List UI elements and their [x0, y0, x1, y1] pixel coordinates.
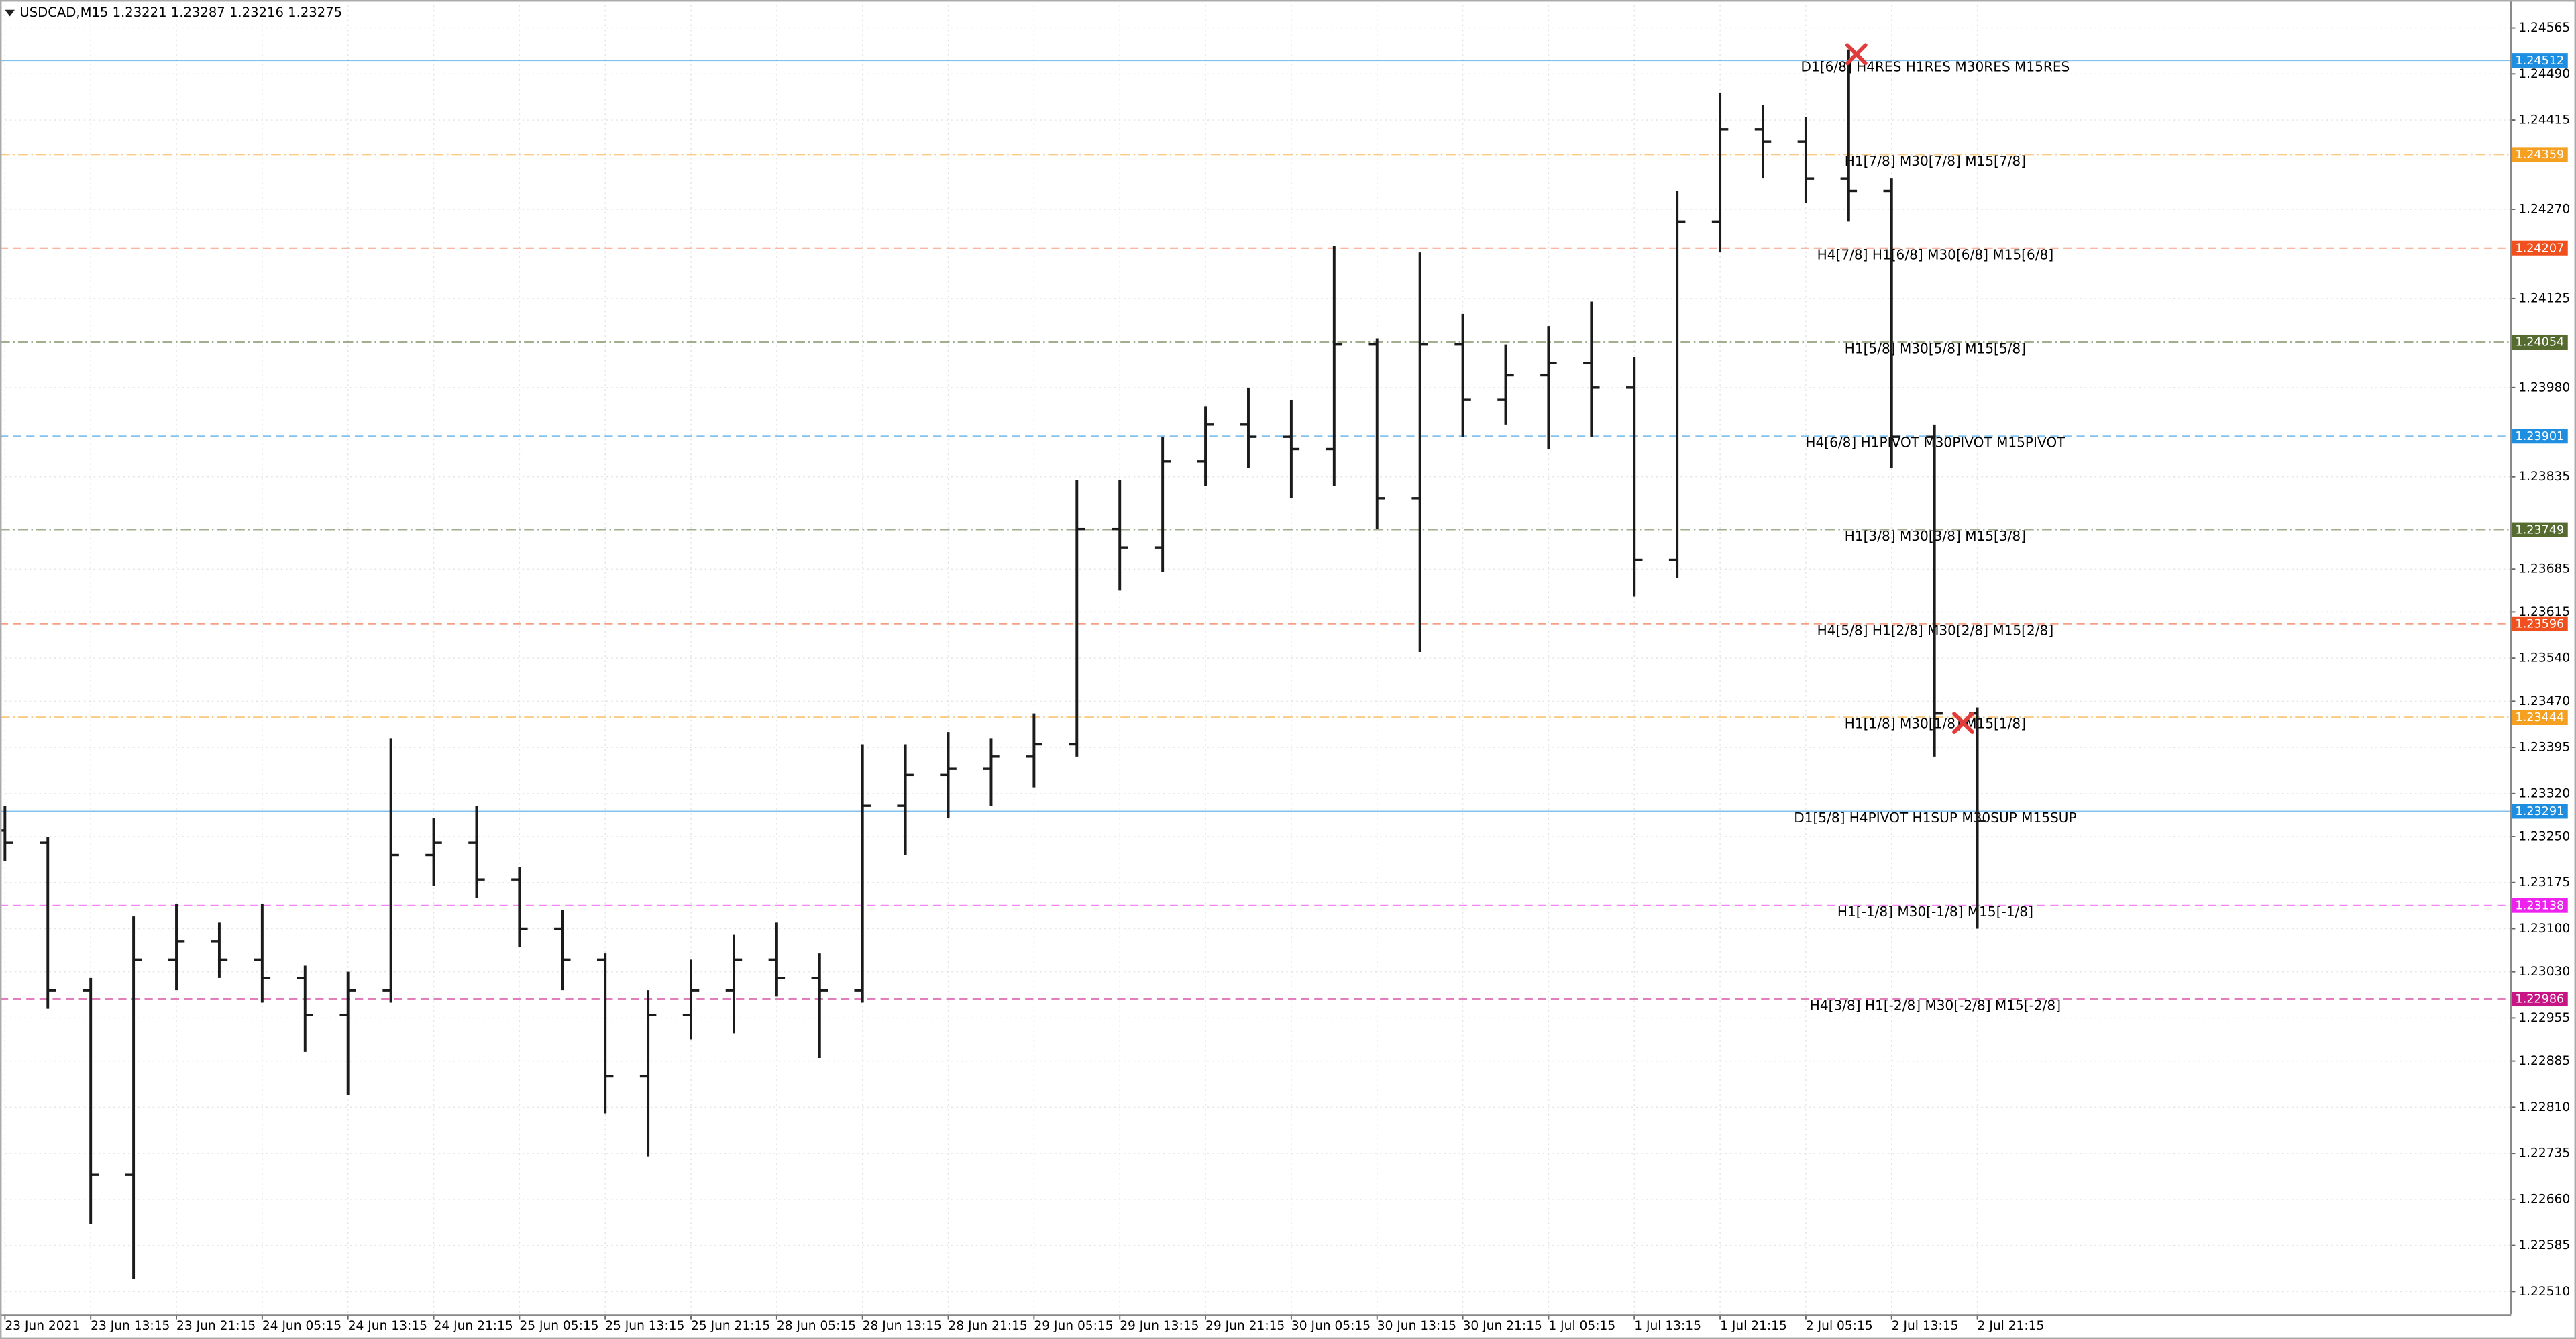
x-tick-label: 1 Jul 13:15 [1634, 1319, 1701, 1333]
x-tick-label: 30 Jun 21:15 [1463, 1319, 1542, 1333]
level-label: D1[6/8] H4RES H1RES M30RES M15RES [1801, 59, 2070, 75]
x-tick-label: 28 Jun 05:15 [777, 1319, 856, 1333]
level-price-box [2512, 240, 2568, 256]
level-price-label: 1.24512 [2515, 54, 2564, 68]
level-price-label: 1.23291 [2515, 805, 2564, 818]
level-price-box [2512, 429, 2568, 444]
y-tick-label: 1.23250 [2518, 830, 2570, 844]
level-price-label: 1.24359 [2515, 148, 2564, 162]
y-tick-label: 1.23175 [2518, 875, 2570, 890]
marker-high [1845, 43, 1868, 66]
x-tick-label: 30 Jun 13:15 [1377, 1319, 1456, 1333]
x-tick-label: 29 Jun 21:15 [1205, 1319, 1285, 1333]
marker-low [1952, 712, 1974, 735]
level-price-label: 1.24207 [2515, 242, 2564, 255]
level-label: D1[5/8] H4PIVOT H1SUP M30SUP M15SUP [1794, 810, 2076, 826]
level-price-box [2512, 334, 2568, 350]
x-tick-label: 30 Jun 05:15 [1291, 1319, 1371, 1333]
x-tick-label: 29 Jun 13:15 [1120, 1319, 1199, 1333]
labels-layer: 1.24565 1.24490 1.24415 1.24270 1.24125 1.239… [4, 21, 2570, 1333]
x-tick-label: 28 Jun 21:15 [949, 1319, 1028, 1333]
y-tick-label: 1.23540 [2518, 651, 2570, 665]
y-tick-label: 1.22735 [2518, 1146, 2570, 1161]
y-tick-label: 1.22585 [2518, 1238, 2570, 1252]
y-tick-label: 1.24415 [2518, 113, 2570, 127]
level-price-box [2512, 616, 2568, 631]
y-tick-label: 1.23615 [2518, 605, 2570, 619]
level-price-box [2512, 898, 2568, 913]
x-tick-label: 23 Jun 13:15 [91, 1319, 170, 1333]
x-tick-label: 25 Jun 13:15 [605, 1319, 684, 1333]
y-tick-label: 1.22955 [2518, 1011, 2570, 1025]
x-tick-label: 2 Jul 05:15 [1806, 1319, 1873, 1333]
x-tick-label: 23 Jun 2021 [5, 1319, 80, 1333]
level-price-label: 1.22986 [2515, 993, 2564, 1006]
x-tick-label: 25 Jun 05:15 [519, 1319, 598, 1333]
x-tick-label: 1 Jul 05:15 [1548, 1319, 1615, 1333]
x-tick-label: 24 Jun 05:15 [262, 1319, 341, 1333]
y-tick-label: 1.24270 [2518, 202, 2570, 216]
y-tick-label: 1.23470 [2518, 694, 2570, 708]
level-label: H4[3/8] H1[-2/8] M30[-2/8] M15[-2/8] [1810, 998, 2061, 1014]
level-label: H1[-1/8] M30[-1/8] M15[-1/8] [1837, 904, 2033, 920]
level-price-label: 1.23444 [2515, 711, 2564, 725]
level-price-box [2512, 53, 2568, 68]
level-price-box [2512, 522, 2568, 537]
y-tick-label: 1.23685 [2518, 562, 2570, 576]
y-tick-label: 1.23980 [2518, 380, 2570, 394]
x-tick-label: 2 Jul 13:15 [1892, 1319, 1959, 1333]
x-tick-label: 28 Jun 13:15 [863, 1319, 942, 1333]
y-tick-label: 1.24125 [2518, 291, 2570, 305]
x-tick-label: 2 Jul 21:15 [1978, 1319, 2045, 1333]
level-price-label: 1.23749 [2515, 523, 2564, 537]
level-label: H1[7/8] M30[7/8] M15[7/8] [1845, 153, 2026, 169]
level-price-box [2512, 710, 2568, 725]
level-price-label: 1.24054 [2515, 336, 2564, 350]
y-tick-label: 1.23100 [2518, 922, 2570, 936]
x-tick-label: 25 Jun 21:15 [691, 1319, 770, 1333]
x-tick-label: 1 Jul 21:15 [1720, 1319, 1787, 1333]
y-tick-label: 1.24565 [2518, 21, 2570, 35]
level-price-box [2512, 991, 2568, 1007]
y-tick-label: 1.22885 [2518, 1054, 2570, 1068]
level-label: H4[7/8] H1[6/8] M30[6/8] M15[6/8] [1817, 246, 2054, 262]
level-price-box [2512, 804, 2568, 819]
y-tick-label: 1.22810 [2518, 1100, 2570, 1114]
level-price-box [2512, 147, 2568, 162]
level-price-label: 1.23138 [2515, 899, 2564, 912]
chart-title: USDCAD,M15 1.23221 1.23287 1.23216 1.232… [19, 5, 342, 20]
bars-layer [0, 49, 1986, 1280]
menu-arrow[interactable] [5, 9, 15, 17]
x-tick-label: 24 Jun 13:15 [348, 1319, 427, 1333]
x-tick-label: 29 Jun 05:15 [1034, 1319, 1113, 1333]
x-tick-label: 24 Jun 21:15 [434, 1319, 513, 1333]
y-tick-label: 1.22660 [2518, 1192, 2570, 1206]
y-tick-label: 1.23835 [2518, 470, 2570, 484]
y-tick-label: 1.22510 [2518, 1285, 2570, 1299]
level-price-label: 1.23901 [2515, 430, 2564, 443]
level-label: H1[5/8] M30[5/8] M15[5/8] [1845, 341, 2026, 357]
y-tick-label: 1.24490 [2518, 67, 2570, 81]
level-price-label: 1.23596 [2515, 618, 2564, 631]
x-tick-label: 23 Jun 21:15 [176, 1319, 256, 1333]
y-tick-label: 1.23030 [2518, 965, 2570, 979]
y-tick-label: 1.23320 [2518, 786, 2570, 800]
y-tick-label: 1.23395 [2518, 741, 2570, 755]
